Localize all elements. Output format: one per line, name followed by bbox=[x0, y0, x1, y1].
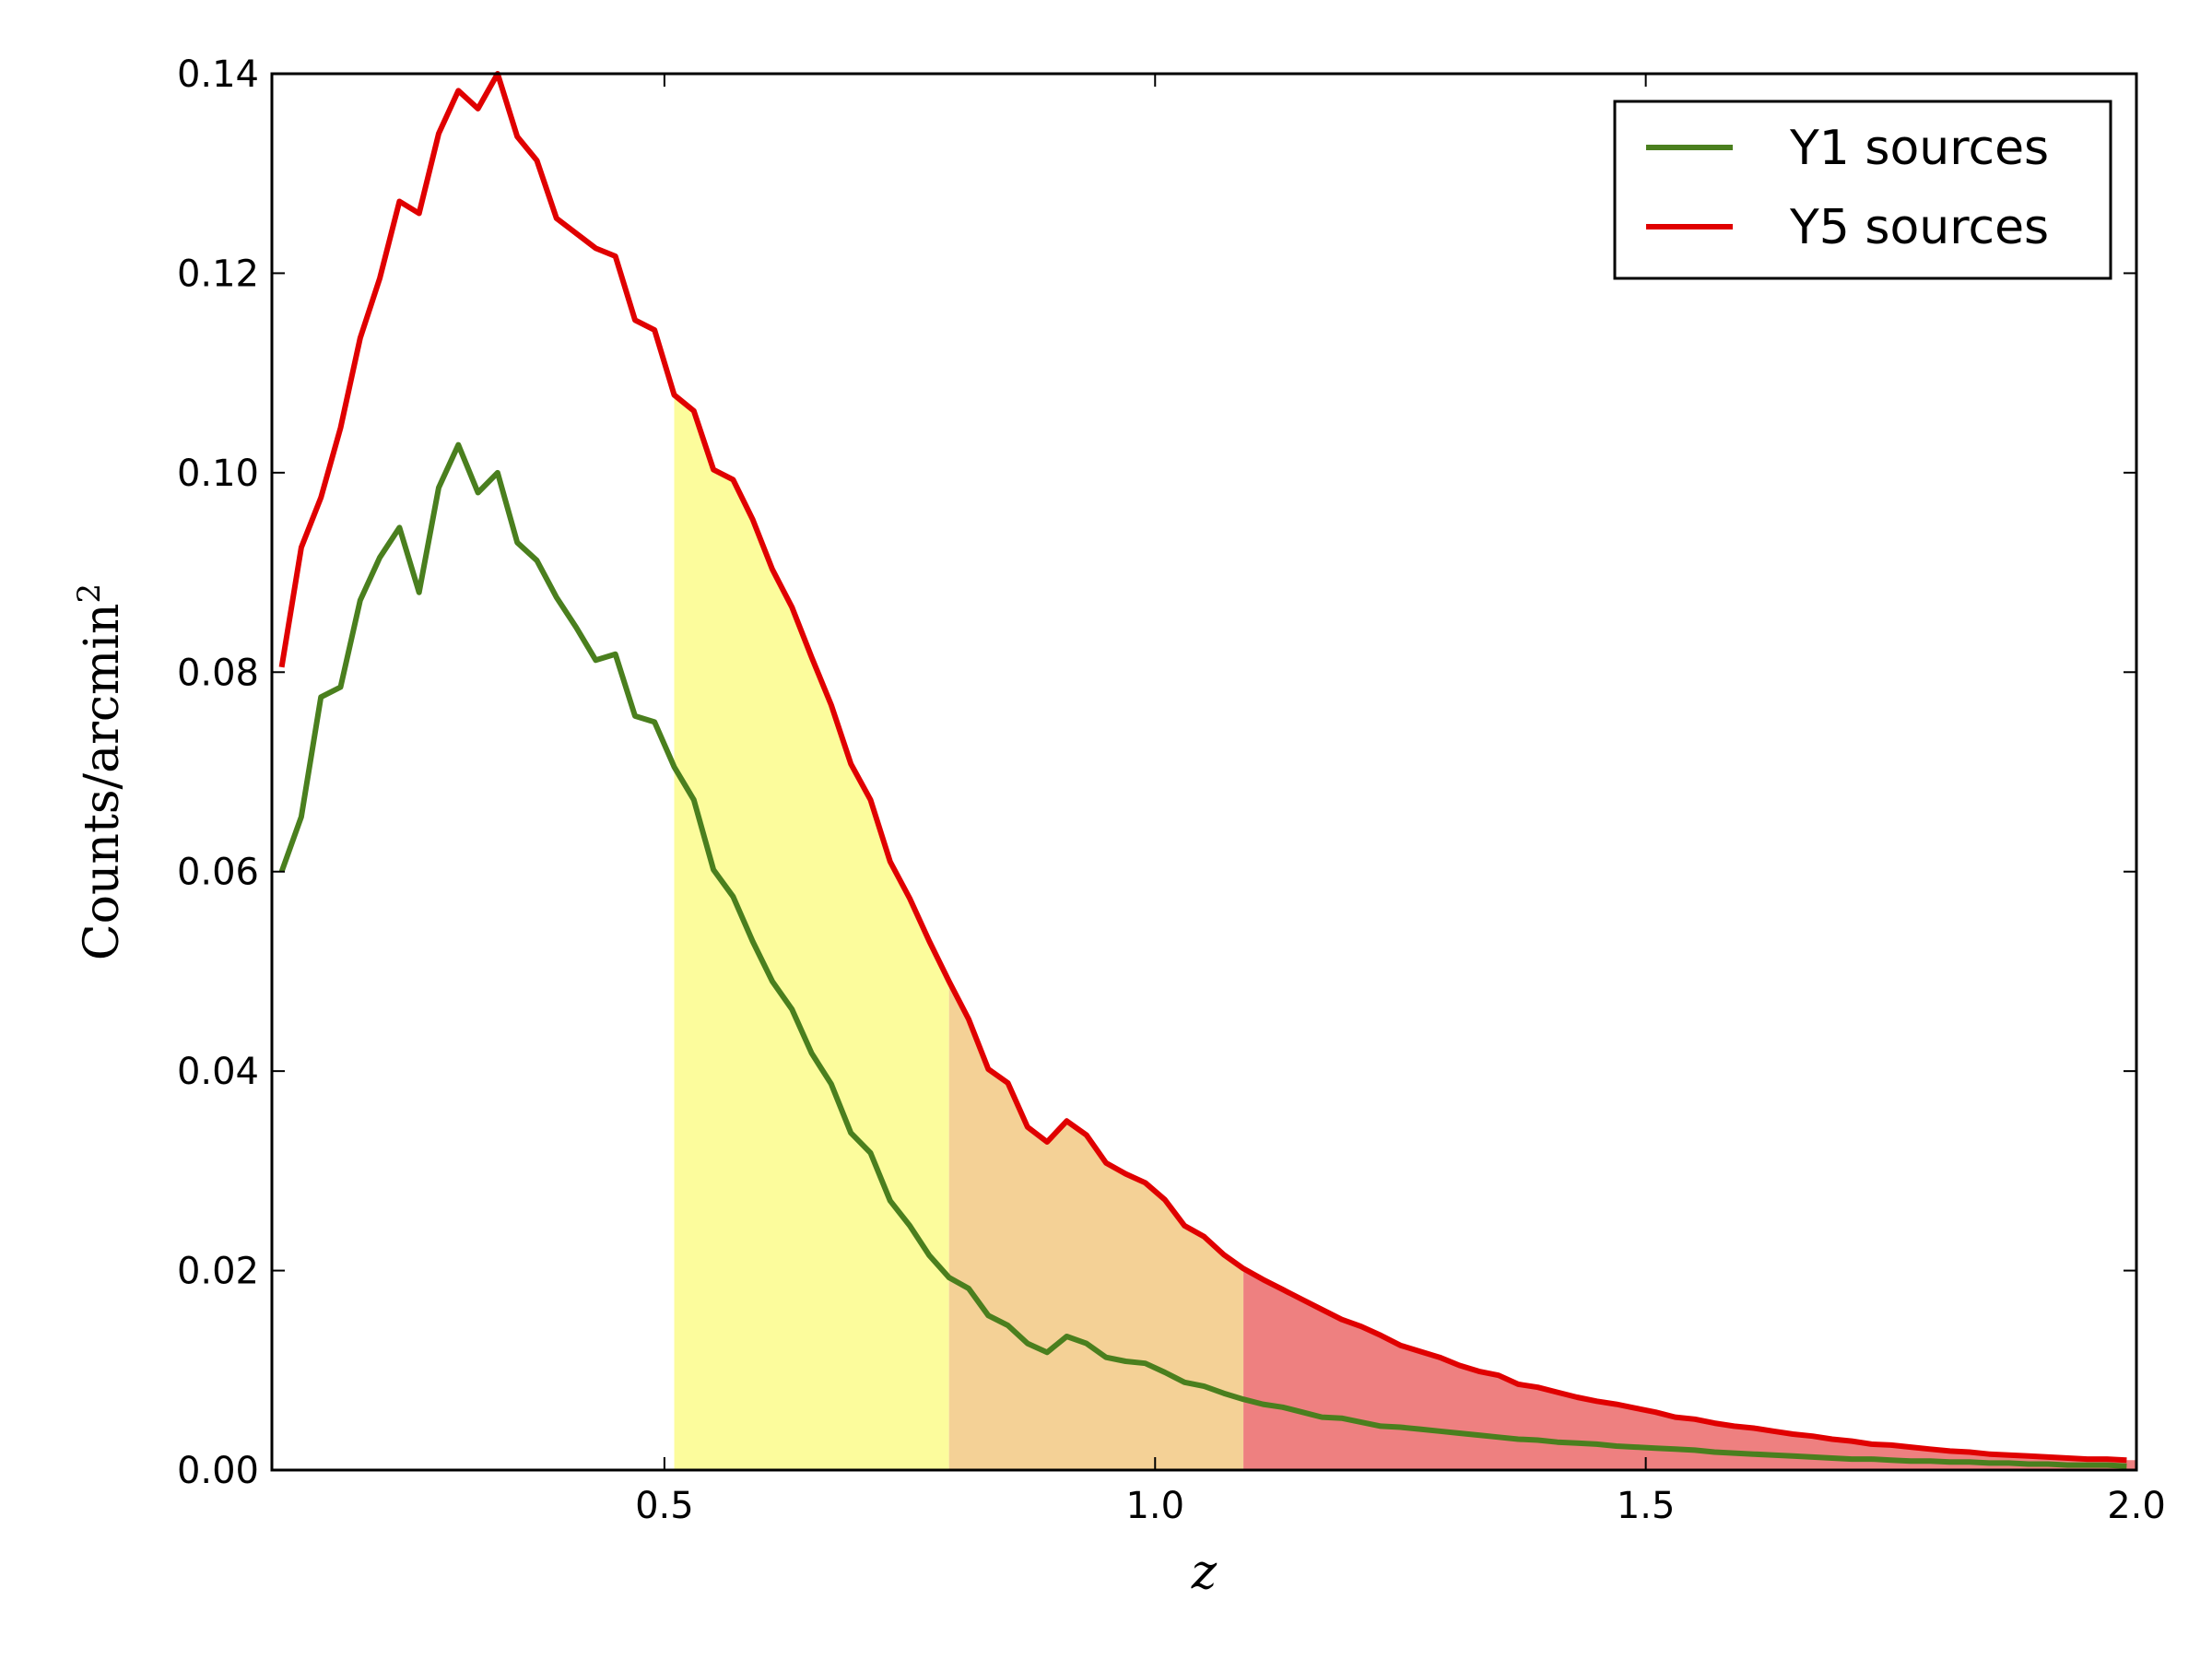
y-tick-label: 0.08 bbox=[177, 652, 259, 694]
legend: Y1 sources Y5 sources bbox=[1613, 100, 2112, 280]
y-tick-label: 0.02 bbox=[177, 1251, 259, 1293]
plot-frame bbox=[270, 72, 2138, 1472]
legend-label: Y5 sources bbox=[1789, 200, 2049, 255]
shaded-bands bbox=[674, 394, 2136, 1470]
x-tick-label: 2.0 bbox=[2107, 1485, 2166, 1527]
shaded-band-1 bbox=[674, 394, 949, 1470]
series-line-1 bbox=[278, 441, 2127, 1469]
y-tick-label: 0.12 bbox=[177, 253, 259, 295]
legend-box bbox=[1613, 100, 2112, 280]
x-tick-label: 1.5 bbox=[1617, 1485, 1676, 1527]
x-axis-label: z bbox=[1191, 1545, 1218, 1600]
y-tick-label: 0.14 bbox=[177, 53, 259, 96]
y-tick-label: 0.00 bbox=[177, 1450, 259, 1492]
y-tick-label: 0.04 bbox=[177, 1051, 259, 1093]
y-axis-label: Counts/arcmin2 bbox=[71, 583, 130, 960]
x-tick-label: 0.5 bbox=[635, 1485, 694, 1527]
legend-items: Y1 sources Y5 sources bbox=[1646, 121, 2049, 255]
shaded-band-2 bbox=[948, 981, 1244, 1470]
x-axis-ticks: 0.5 1.0 1.5 2.0 bbox=[635, 74, 2166, 1527]
y-axis-label-superscript: 2 bbox=[71, 583, 108, 604]
legend-label: Y1 sources bbox=[1789, 121, 2049, 176]
y-axis-label-main: Counts/arcmin bbox=[75, 604, 130, 961]
y-tick-label: 0.06 bbox=[177, 852, 259, 894]
x-tick-label: 1.0 bbox=[1125, 1485, 1184, 1527]
shaded-band-3 bbox=[1243, 1268, 2136, 1470]
y-tick-label: 0.10 bbox=[177, 453, 259, 495]
series-line-2 bbox=[278, 71, 2127, 1464]
series-lines bbox=[278, 71, 2127, 1469]
y-axis-ticks: 0.00 0.02 0.04 0.06 0.08 0.10 0.12 0.14 bbox=[177, 53, 2136, 1492]
